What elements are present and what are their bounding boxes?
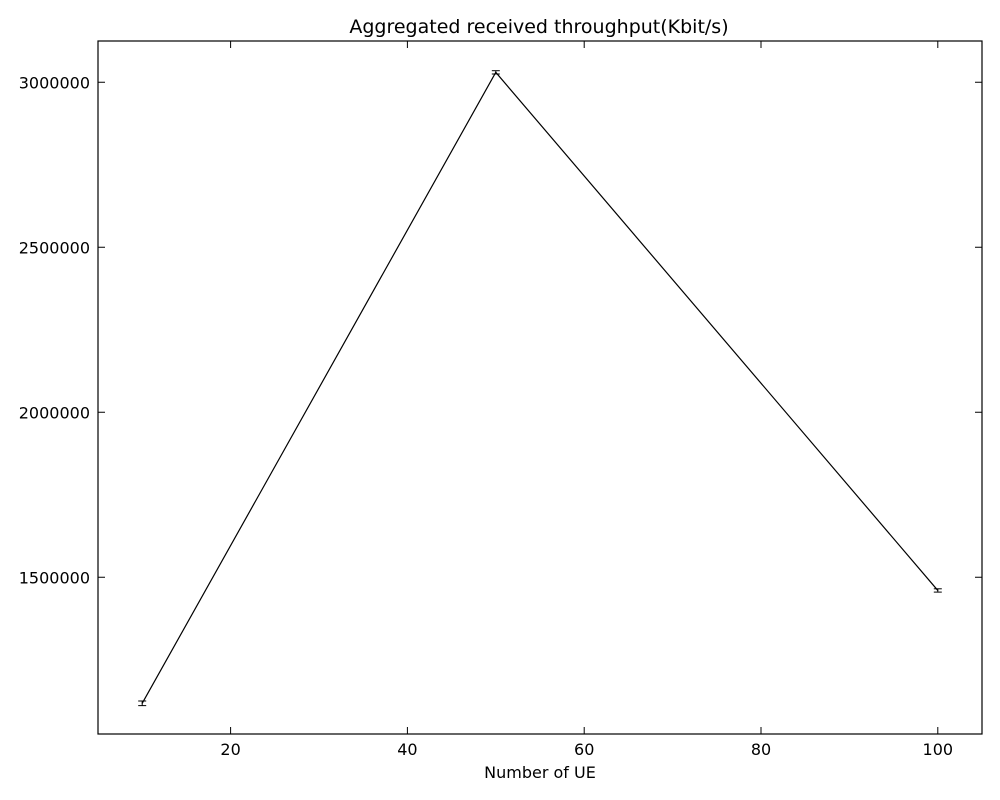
x-tick-label: 40 bbox=[397, 740, 417, 759]
y-axis: 1500000 2000000 2500000 3000000 bbox=[19, 73, 982, 587]
x-tick-label: 60 bbox=[574, 740, 594, 759]
series-line bbox=[141, 71, 939, 704]
x-tick-label: 100 bbox=[923, 740, 954, 759]
series-layer bbox=[138, 70, 942, 707]
x-axis: 20 40 60 80 100 bbox=[220, 41, 953, 759]
plot-area-frame bbox=[97, 40, 983, 735]
y-tick-label: 2000000 bbox=[19, 403, 90, 422]
y-tick-label: 2500000 bbox=[19, 238, 90, 257]
x-tick-label: 20 bbox=[220, 740, 240, 759]
y-tick-label: 1500000 bbox=[19, 568, 90, 587]
data-point bbox=[495, 71, 497, 73]
x-tick-label: 80 bbox=[751, 740, 771, 759]
data-point bbox=[937, 589, 939, 591]
data-point bbox=[141, 702, 143, 704]
y-tick-label: 3000000 bbox=[19, 73, 90, 92]
x-axis-label: Number of UE bbox=[484, 763, 596, 782]
chart-title: Aggregated received throughput(Kbit/s) bbox=[349, 16, 728, 38]
